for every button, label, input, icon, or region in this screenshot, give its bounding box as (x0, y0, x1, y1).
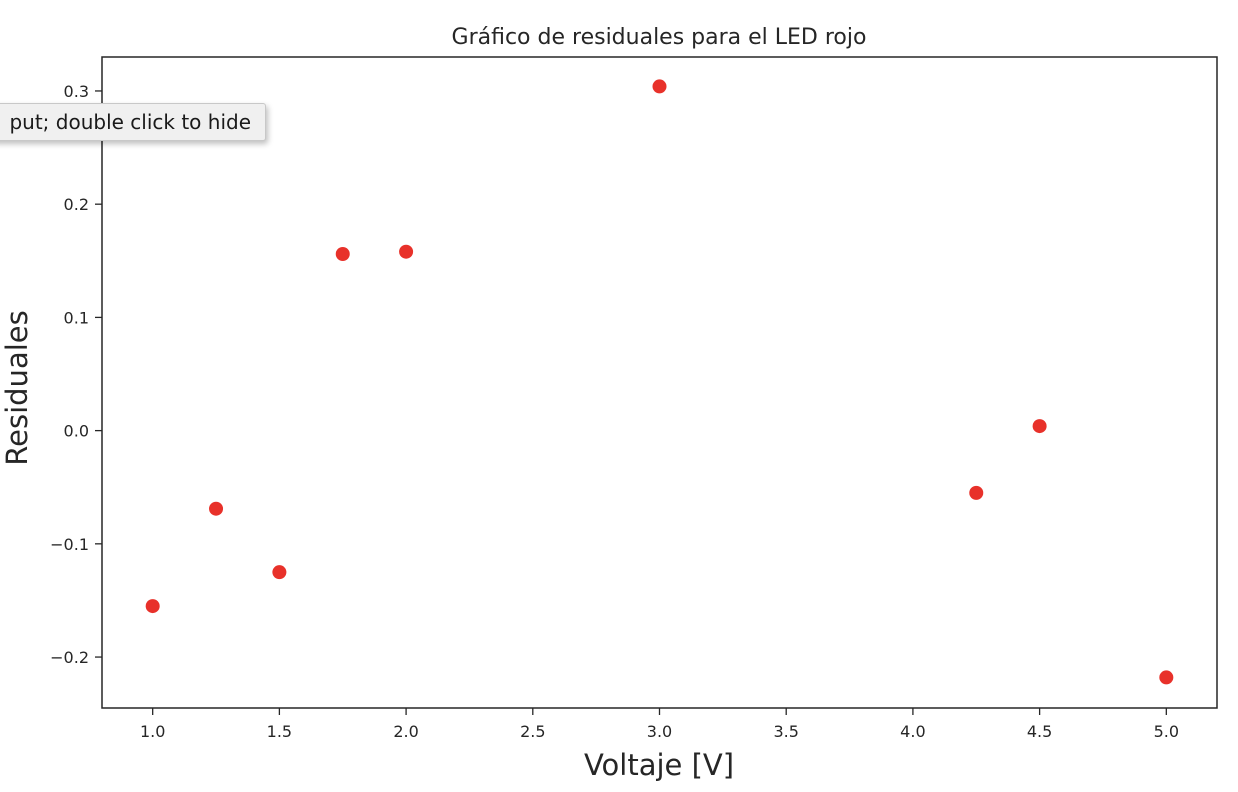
x-tick-label: 2.5 (520, 722, 545, 741)
x-axis-label: Voltaje [V] (584, 748, 734, 782)
y-tick-label: −0.2 (50, 648, 89, 667)
x-tick-label: 3.5 (773, 722, 798, 741)
x-tick-label: 1.5 (267, 722, 292, 741)
data-point (209, 501, 224, 516)
x-tick-label: 1.0 (140, 722, 165, 741)
y-tick-label: 0.3 (64, 82, 89, 101)
y-axis-label: Residuales (0, 310, 34, 465)
data-point (399, 244, 414, 259)
y-tick-label: 0.1 (64, 308, 89, 327)
data-point (652, 79, 667, 94)
x-axis-ticks: 1.0 1.5 2.0 2.5 3.0 3.5 4.0 4.5 5.0 (140, 708, 1179, 741)
data-point (272, 565, 287, 580)
data-point (335, 246, 350, 261)
x-tick-label: 4.5 (1027, 722, 1052, 741)
output-toggle-tooltip[interactable]: put; double click to hide (0, 103, 266, 141)
y-axis-ticks: −0.2 −0.1 0.0 0.1 0.2 0.3 (50, 82, 102, 667)
plot-area-frame (101, 56, 1218, 709)
data-point (1032, 419, 1047, 434)
x-tick-label: 4.0 (900, 722, 925, 741)
chart-title: Gráfico de residuales para el LED rojo (452, 25, 867, 50)
data-points (145, 79, 1174, 685)
x-tick-label: 5.0 (1154, 722, 1179, 741)
data-point (969, 485, 984, 500)
x-tick-label: 2.0 (393, 722, 418, 741)
x-tick-label: 3.0 (647, 722, 672, 741)
tooltip-text: put; double click to hide (9, 110, 251, 134)
data-point (145, 599, 160, 614)
data-point (1159, 670, 1174, 685)
y-tick-label: −0.1 (50, 535, 89, 554)
y-tick-label: 0.0 (64, 422, 89, 441)
y-tick-label: 0.2 (64, 195, 89, 214)
